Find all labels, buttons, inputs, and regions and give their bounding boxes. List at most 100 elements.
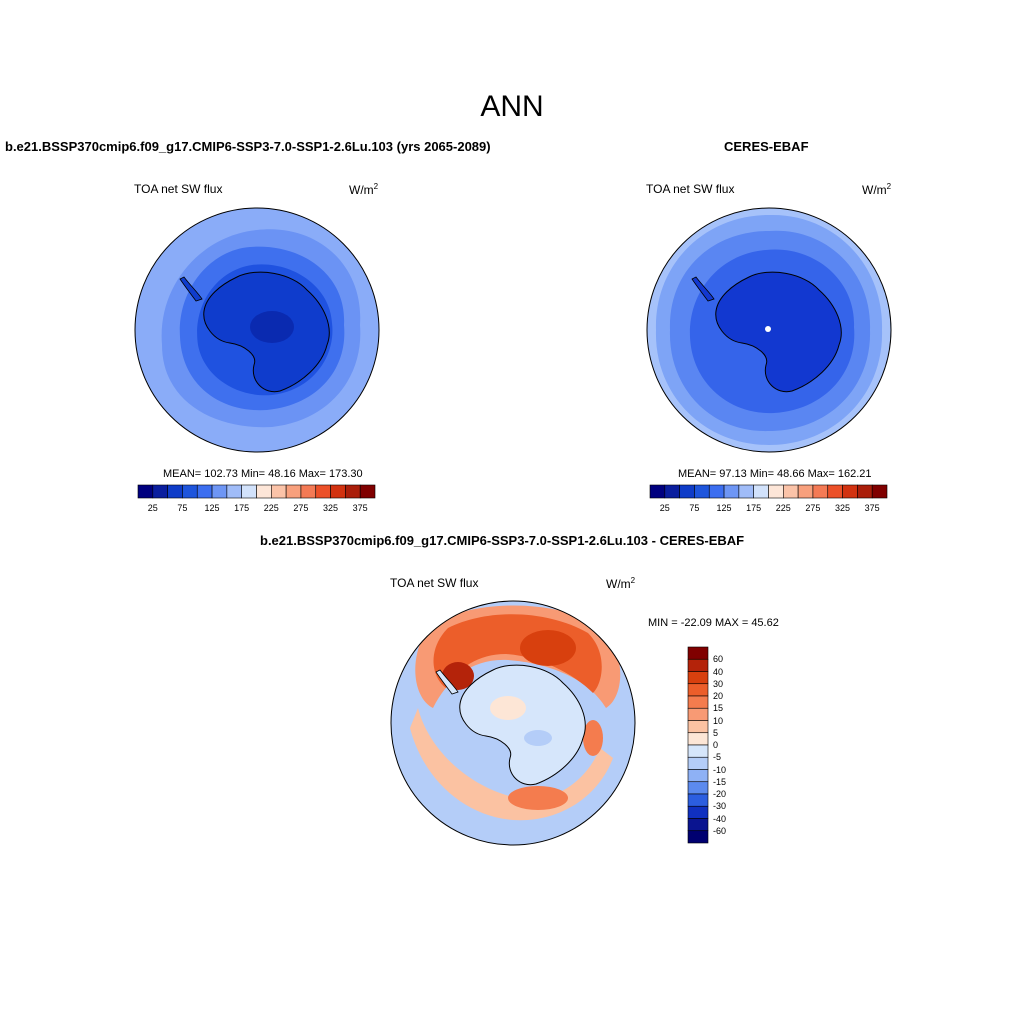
colorbar-swatch-obs-2: [679, 484, 695, 499]
colorbar-label-diff-0: 60: [713, 654, 724, 665]
colorbar-swatch-diff-7: [687, 732, 709, 746]
colorbar-ticks-obs: 25 75 125 175 225 275 325 375: [650, 503, 887, 515]
colorbar-swatch-diff-12: [687, 793, 709, 807]
colorbar-tick-model-7: 375: [352, 503, 368, 513]
colorbar-tick-obs-4: 225: [775, 503, 791, 513]
colorbar-label-diff-11: -20: [713, 789, 727, 799]
colorbar-swatch-obs-7: [753, 484, 769, 499]
colorbar-swatch-model-11: [300, 484, 317, 499]
colorbar-swatch-diff-14: [687, 818, 709, 832]
main-title: ANN: [480, 90, 544, 123]
colorbar-tick-obs-3: 175: [746, 503, 762, 513]
colorbar-label-diff-12: -30: [713, 801, 727, 812]
colorbar-swatch-diff-1: [687, 658, 709, 672]
colorbar-swatch-obs-10: [797, 484, 814, 499]
colorbar-label-diff-10: -15: [713, 776, 727, 787]
colorbar-label-diff-1: 40: [713, 666, 724, 677]
colorbar-swatch-obs-12: [827, 484, 843, 499]
colorbar-swatch-diff-4: [687, 695, 709, 709]
colorbar-swatch-diff-13: [687, 805, 709, 819]
colorbar-swatch-obs-9: [783, 484, 799, 499]
colorbar-swatch-obs-0: [649, 484, 666, 499]
colorbar-swatch-obs-3: [694, 484, 710, 499]
colorbar-diff: [687, 646, 709, 844]
colorbar-swatch-model-6: [226, 484, 242, 499]
colorbar-label-diff-9: -10: [713, 764, 727, 775]
colorbar-label-diff-4: 15: [713, 703, 724, 714]
colorbar-tick-obs-6: 325: [835, 503, 851, 513]
colorbar-tick-model-6: 325: [323, 503, 339, 513]
colorbar-tick-obs-1: 75: [689, 503, 700, 513]
colorbar-swatch-diff-5: [687, 707, 709, 721]
colorbar-label-diff-8: -5: [713, 752, 722, 763]
colorbar-label-diff-6: 5: [713, 727, 719, 738]
colorbar-swatch-model-14: [345, 484, 361, 499]
colorbar-swatch-model-7: [241, 484, 257, 499]
colorbar-swatch-obs-15: [871, 484, 888, 499]
variable-label-obs: TOA net SW flux: [646, 182, 735, 196]
colorbar-swatch-model-8: [256, 484, 272, 499]
colorbar-tick-obs-2: 125: [716, 503, 732, 513]
colorbar-swatch-diff-9: [687, 756, 709, 770]
colorbar-label-diff-14: -60: [713, 825, 727, 836]
colorbar-label-diff-3: 20: [713, 691, 724, 701]
colorbar-swatch-obs-14: [857, 484, 873, 499]
colorbar-swatch-diff-0: [687, 646, 709, 660]
colorbar-label-diff-13: -40: [713, 813, 727, 824]
polar-map-obs: [646, 207, 892, 453]
colorbar-swatch-diff-10: [687, 769, 709, 783]
colorbar-swatch-model-12: [315, 484, 331, 499]
colorbar-swatch-model-1: [152, 484, 168, 499]
colorbar-ticks-model: 25 75 125 175 225 275 325 375: [138, 503, 375, 515]
colorbar-swatch-model-9: [271, 484, 287, 499]
colorbar-swatch-diff-3: [687, 683, 709, 697]
colorbar-tick-model-3: 175: [234, 503, 250, 513]
colorbar-swatch-model-2: [167, 484, 183, 499]
colorbar-swatch-diff-8: [687, 744, 709, 758]
colorbar-tick-model-5: 275: [293, 503, 309, 513]
colorbar-tick-model-4: 225: [263, 503, 279, 513]
colorbar-tick-model-1: 75: [177, 503, 188, 513]
units-label-diff: W/m2: [606, 576, 636, 591]
panel-title-diff: b.e21.BSSP370cmip6.f09_g17.CMIP6-SSP3-7.…: [260, 533, 745, 548]
colorbar-obs: [649, 484, 888, 499]
colorbar-swatch-obs-11: [812, 484, 829, 499]
panel-title-obs: CERES-EBAF: [724, 139, 809, 154]
colorbar-model: [137, 484, 376, 499]
colorbar-tick-obs-5: 275: [805, 503, 821, 513]
colorbar-label-diff-2: 30: [713, 678, 724, 689]
stats-diff: MIN = -22.09 MAX = 45.62: [648, 617, 779, 629]
colorbar-swatch-diff-15: [687, 830, 709, 844]
colorbar-swatch-obs-13: [842, 484, 858, 499]
colorbar-label-diff-7: 0: [713, 740, 719, 750]
polar-map-diff: [390, 600, 636, 846]
colorbar-swatch-model-0: [137, 484, 154, 499]
colorbar-swatch-obs-8: [768, 484, 784, 499]
colorbar-swatch-model-5: [211, 484, 228, 499]
colorbar-swatch-obs-1: [664, 484, 680, 499]
units-label-model: W/m2: [349, 182, 379, 197]
polar-map-model: [134, 207, 380, 453]
colorbar-swatch-model-15: [359, 484, 376, 499]
colorbar-labels-diff: 60 40 30 20 15 10 5 0 -5 -10 -15 -20 -30 -40 -60: [713, 647, 753, 843]
colorbar-tick-obs-0: 25: [659, 503, 670, 513]
colorbar-swatch-obs-5: [723, 484, 740, 499]
colorbar-swatch-model-3: [182, 484, 198, 499]
panel-title-model: b.e21.BSSP370cmip6.f09_g17.CMIP6-SSP3-7.…: [5, 139, 491, 154]
stats-model: MEAN= 102.73 Min= 48.16 Max= 173.30: [163, 468, 363, 480]
colorbar-swatch-model-10: [285, 484, 302, 499]
units-label-obs: W/m2: [862, 182, 892, 197]
variable-label-model: TOA net SW flux: [134, 182, 223, 196]
colorbar-swatch-model-4: [196, 484, 213, 499]
colorbar-swatch-model-13: [330, 484, 346, 499]
colorbar-swatch-diff-2: [687, 671, 709, 685]
colorbar-swatch-obs-6: [738, 484, 754, 499]
colorbar-swatch-obs-4: [708, 484, 725, 499]
colorbar-tick-model-2: 125: [204, 503, 220, 513]
variable-label-diff: TOA net SW flux: [390, 576, 479, 590]
colorbar-swatch-diff-6: [687, 720, 709, 734]
stats-obs: MEAN= 97.13 Min= 48.66 Max= 162.21: [678, 468, 872, 480]
colorbar-tick-model-0: 25: [147, 503, 158, 513]
colorbar-tick-obs-7: 375: [864, 503, 880, 513]
colorbar-label-diff-5: 10: [713, 715, 724, 726]
